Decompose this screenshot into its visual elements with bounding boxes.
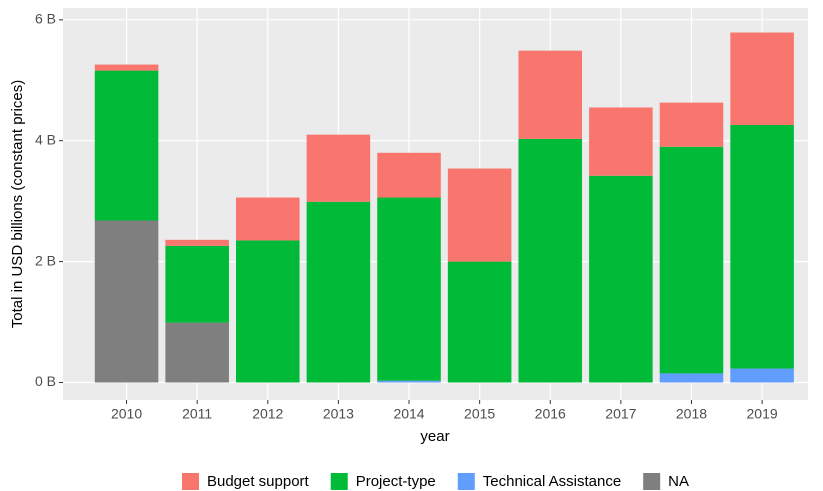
legend-label: Budget support xyxy=(207,473,310,490)
x-tick-label: 2010 xyxy=(111,406,142,422)
x-tick-label: 2011 xyxy=(182,406,212,422)
bar-segment xyxy=(518,50,583,139)
x-tick-label: 2017 xyxy=(605,406,636,422)
y-tick-label: 6 B xyxy=(35,11,56,27)
x-tick-label: 2018 xyxy=(676,406,707,422)
bar-segment xyxy=(236,240,300,383)
y-tick-label: 2 B xyxy=(35,252,56,268)
y-tick-label: 0 B xyxy=(35,373,56,389)
bar-segment xyxy=(165,239,229,246)
y-tick-label: 4 B xyxy=(35,131,56,147)
bar-segment xyxy=(447,261,512,383)
bar-segment xyxy=(236,197,300,241)
bar-segment xyxy=(94,64,159,71)
y-axis-title: Total in USD billions (constant prices) xyxy=(9,80,26,328)
bar-segment xyxy=(377,197,441,381)
legend-label: NA xyxy=(668,473,689,490)
x-axis-title: year xyxy=(420,428,449,445)
legend-label: Technical Assistance xyxy=(483,473,621,490)
x-tick-label: 2014 xyxy=(393,406,424,422)
legend-swatch xyxy=(181,473,199,490)
bar-segment xyxy=(730,368,794,383)
bar-segment xyxy=(377,152,441,198)
bar-segment xyxy=(589,107,653,176)
bar-segment xyxy=(730,32,794,125)
legend-label: Project-type xyxy=(356,473,436,490)
bar-segment xyxy=(165,245,229,323)
x-tick-label: 2012 xyxy=(252,406,283,422)
legend-swatch xyxy=(643,473,661,490)
x-tick-label: 2013 xyxy=(323,406,354,422)
bar-segment xyxy=(730,125,794,369)
x-tick-label: 2015 xyxy=(464,406,495,422)
bar-segment xyxy=(306,201,371,383)
bar-segment xyxy=(659,146,724,374)
x-tick-label: 2019 xyxy=(747,406,778,422)
legend-swatch xyxy=(457,473,475,490)
bar-segment xyxy=(165,322,229,383)
bar-segment xyxy=(518,138,583,383)
bar-segment xyxy=(589,175,653,383)
bar-segment xyxy=(94,220,159,383)
legend-swatch xyxy=(330,473,348,490)
bar-segment xyxy=(306,134,371,202)
bar-segment xyxy=(659,373,724,383)
bar-segment xyxy=(659,102,724,147)
bar-segment xyxy=(377,380,441,383)
bar-segment xyxy=(447,168,512,262)
bar-segment xyxy=(94,70,159,221)
x-tick-label: 2016 xyxy=(535,406,566,422)
